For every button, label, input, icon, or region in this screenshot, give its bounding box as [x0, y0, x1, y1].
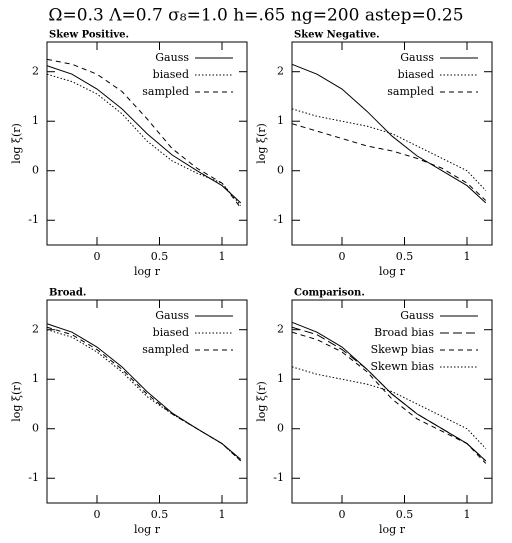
panel-title: Comparison. [294, 288, 365, 299]
x-tick-label: 0.5 [396, 508, 414, 521]
y-tick-label: 0 [32, 164, 39, 177]
y-axis-label: log ξ(r) [255, 381, 268, 422]
x-tick-label: 0 [339, 250, 346, 263]
y-tick-label: 0 [277, 164, 284, 177]
y-tick-label: 1 [277, 372, 284, 385]
legend-label: biased [398, 68, 434, 81]
y-tick-label: -1 [273, 213, 284, 226]
plot-frame [291, 299, 493, 504]
legend-label: Gauss [155, 51, 189, 64]
series-line [46, 58, 242, 209]
y-axis-label: log ξ(r) [255, 123, 268, 164]
x-tick-label: 1 [464, 250, 471, 263]
legend-label: Gauss [400, 309, 434, 322]
legend-label: Broad bias [374, 326, 434, 339]
y-tick-label: 1 [32, 372, 39, 385]
legend-label: Gauss [155, 309, 189, 322]
x-axis-label: log r [379, 523, 406, 536]
y-tick-label: 0 [32, 422, 39, 435]
panel-title: Skew Negative. [294, 30, 380, 41]
series-line [46, 65, 242, 204]
y-tick-label: -1 [273, 471, 284, 484]
legend-label: biased [153, 68, 189, 81]
series-line [291, 326, 487, 462]
x-tick-label: 1 [219, 508, 226, 521]
series-line [291, 331, 487, 464]
x-tick-label: 1 [464, 508, 471, 521]
legend-label: Skewp bias [371, 343, 435, 356]
legend-label: sampled [142, 343, 189, 356]
y-tick-label: 2 [277, 65, 284, 78]
plot-frame [46, 299, 248, 504]
figure-title: Ω=0.3 Λ=0.7 σ₈=1.0 h=.65 ng=200 astep=0.… [48, 6, 463, 26]
series-line [291, 63, 487, 204]
series-line [46, 329, 242, 462]
x-axis-label: log r [134, 523, 161, 536]
y-tick-label: 2 [32, 65, 39, 78]
panel-title: Broad. [49, 288, 86, 299]
series-line [291, 108, 487, 191]
y-tick-label: 2 [277, 323, 284, 336]
y-tick-label: 1 [32, 114, 39, 127]
y-axis-label: log ξ(r) [10, 381, 23, 422]
legend-label: biased [153, 326, 189, 339]
x-tick-label: 1 [219, 250, 226, 263]
x-axis-label: log r [379, 265, 406, 278]
legend-label: sampled [387, 85, 434, 98]
plot-frame [291, 41, 493, 246]
y-tick-label: 0 [277, 422, 284, 435]
x-tick-label: 0.5 [396, 250, 414, 263]
x-tick-label: 0.5 [151, 508, 169, 521]
y-axis-label: log ξ(r) [10, 123, 23, 164]
series-line [291, 366, 487, 449]
legend-label: Skewn bias [371, 360, 435, 373]
legend-label: sampled [142, 85, 189, 98]
x-axis-label: log r [134, 265, 161, 278]
y-tick-label: -1 [28, 471, 39, 484]
series-line [291, 123, 487, 201]
y-tick-label: 1 [277, 114, 284, 127]
series-line [46, 326, 242, 462]
x-tick-label: 0 [94, 508, 101, 521]
plot-frame [46, 41, 248, 246]
legend-label: Gauss [400, 51, 434, 64]
panel-title: Skew Positive. [49, 30, 129, 41]
y-tick-label: 2 [32, 323, 39, 336]
x-tick-label: 0 [339, 508, 346, 521]
x-tick-label: 0 [94, 250, 101, 263]
x-tick-label: 0.5 [151, 250, 169, 263]
series-line [46, 73, 242, 206]
y-tick-label: -1 [28, 213, 39, 226]
